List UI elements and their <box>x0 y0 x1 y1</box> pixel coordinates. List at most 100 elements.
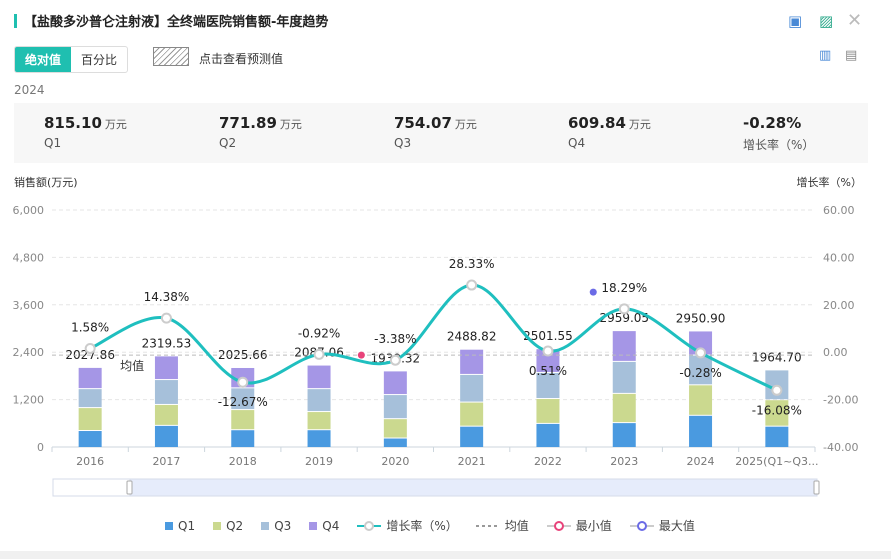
legend-average[interactable]: 均值 <box>475 517 529 534</box>
bar-q3 <box>231 388 255 410</box>
bar-q1 <box>78 431 102 447</box>
legend-label: Q3 <box>274 518 292 533</box>
legend-q2[interactable]: Q2 <box>213 519 243 533</box>
x-tick-label: 2019 <box>305 455 333 468</box>
page-title: 【盐酸多沙普仑注射液】全终端医院销售额-年度趋势 <box>24 15 329 30</box>
legend: Q1 Q2 Q3 Q4 增长率（%） 均值 最小值 最大值 <box>165 517 695 534</box>
bar-q1 <box>154 425 178 447</box>
tab-absolute[interactable]: 绝对值 <box>15 47 72 72</box>
bar-q4 <box>154 356 178 380</box>
bar-q1 <box>612 423 636 447</box>
stat-unit: 万元 <box>104 118 127 131</box>
growth-point <box>618 303 630 315</box>
stat-q3: 754.07 万元 Q3 <box>394 114 477 150</box>
bar-q1 <box>765 426 789 447</box>
bar-chart-icon[interactable]: ▥ <box>819 48 832 63</box>
legend-label: Q4 <box>322 518 340 533</box>
value-mode-toggle: 绝对值 百分比 <box>14 46 129 73</box>
stat-unit: 万元 <box>454 118 477 131</box>
total-label: 2319.53 <box>142 336 192 350</box>
stat-q4: 609.84 万元 Q4 <box>568 114 651 150</box>
growth-label: 14.38% <box>144 290 190 304</box>
stat-growth: -0.28% 增长率（%） <box>743 114 814 153</box>
bar-q4 <box>383 371 407 395</box>
growth-label: -3.38% <box>374 332 416 346</box>
growth-point <box>313 348 325 360</box>
growth-point <box>466 279 478 291</box>
growth-label: 18.29% <box>601 281 647 295</box>
bar-q2 <box>78 408 102 431</box>
y2-tick-label: 0.00 <box>823 346 848 359</box>
growth-label: 1.58% <box>71 320 109 334</box>
x-tick-label: 2025(Q1~Q3... <box>735 455 818 468</box>
stat-q1: 815.10 万元 Q1 <box>44 114 127 150</box>
min-marker <box>357 351 365 359</box>
y-tick-label: 6,000 <box>13 204 45 217</box>
bar-q4 <box>460 349 484 374</box>
stat-label: Q3 <box>394 136 412 150</box>
tab-percent[interactable]: 百分比 <box>81 53 118 67</box>
zoom-slider-handle-right[interactable] <box>813 480 820 495</box>
zoom-slider-handle-left[interactable] <box>126 480 133 495</box>
max-marker-icon <box>629 520 654 531</box>
legend-growth[interactable]: 增长率（%） <box>357 517 458 534</box>
x-tick-label: 2017 <box>152 455 180 468</box>
legend-q1[interactable]: Q1 <box>165 519 195 533</box>
bar-q3 <box>536 372 560 399</box>
legend-label: 增长率（%） <box>386 519 458 533</box>
growth-point <box>389 354 401 366</box>
bar-q1 <box>689 415 713 447</box>
bar-q2 <box>460 402 484 426</box>
x-tick-label: 2020 <box>381 455 409 468</box>
bar-q3 <box>78 389 102 408</box>
average-label: 均值 <box>120 358 144 373</box>
stat-label: Q1 <box>44 136 62 150</box>
bar-q2 <box>231 410 255 430</box>
stat-value: 771.89 <box>219 114 277 132</box>
predict-hatch-icon[interactable] <box>153 47 189 66</box>
growth-point <box>237 376 249 388</box>
excel-export-icon[interactable]: ▣ <box>788 12 803 30</box>
y2-tick-label: 60.00 <box>823 204 855 217</box>
legend-q3[interactable]: Q3 <box>261 519 291 533</box>
bar-q3 <box>765 370 789 400</box>
y-tick-label: 4,800 <box>13 251 45 264</box>
x-tick-label: 2021 <box>458 455 486 468</box>
x-tick-label: 2018 <box>229 455 257 468</box>
bar-q2 <box>689 385 713 415</box>
y2-tick-label: 20.00 <box>823 299 855 312</box>
total-label: 2950.90 <box>676 311 726 325</box>
legend-max[interactable]: 最大值 <box>629 517 695 534</box>
legend-q4[interactable]: Q4 <box>309 519 339 533</box>
stat-label: Q4 <box>568 136 586 150</box>
bar-q1 <box>383 438 407 447</box>
legend-min[interactable]: 最小值 <box>546 517 612 534</box>
stat-value: 609.84 <box>568 114 626 132</box>
growth-line <box>89 283 778 392</box>
bar-q1 <box>536 423 560 447</box>
growth-point <box>84 342 96 354</box>
bar-q4 <box>307 365 331 389</box>
bar-q2 <box>765 400 789 426</box>
bar-q1 <box>307 430 331 447</box>
close-icon[interactable]: ✕ <box>847 10 863 31</box>
min-marker-icon <box>546 520 571 531</box>
y-tick-label: 1,200 <box>13 394 45 407</box>
bar-q3 <box>460 374 484 402</box>
total-label: 2959.05 <box>599 311 649 325</box>
predict-link[interactable]: 点击查看预测值 <box>199 52 284 66</box>
y-axis-title: 销售额(万元) <box>14 175 78 189</box>
total-label: 2488.82 <box>447 330 497 344</box>
stat-value: 754.07 <box>394 114 452 132</box>
stat-unit: 万元 <box>279 118 302 131</box>
x-tick-label: 2024 <box>687 455 715 468</box>
growth-point <box>771 384 783 396</box>
image-export-icon[interactable]: ▨ <box>819 12 834 30</box>
legend-swatch <box>261 521 270 530</box>
document-icon[interactable]: ▤ <box>845 48 858 63</box>
zoom-slider-range[interactable] <box>129 478 818 497</box>
stat-label: 增长率（%） <box>743 138 815 152</box>
title-accent <box>14 14 17 28</box>
x-tick-label: 2022 <box>534 455 562 468</box>
